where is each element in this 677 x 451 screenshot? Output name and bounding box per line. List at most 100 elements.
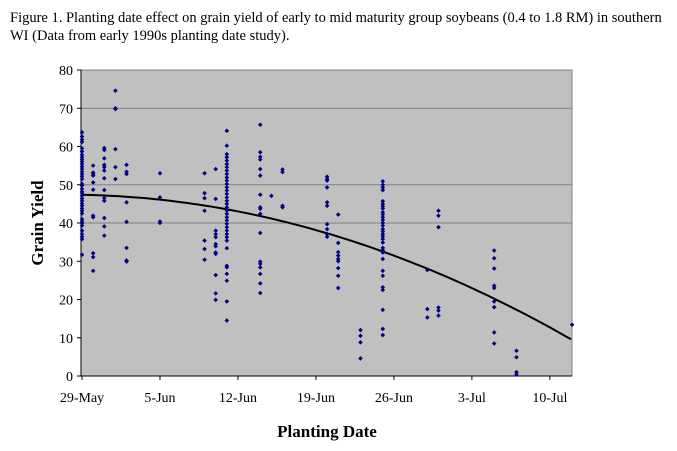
- data-point: [280, 167, 285, 172]
- data-point: [79, 161, 85, 167]
- data-point: [213, 231, 218, 237]
- data-point: [79, 236, 85, 242]
- data-point: [380, 268, 386, 274]
- data-point: [124, 162, 129, 168]
- data-point: [380, 236, 386, 242]
- data-point: [257, 230, 263, 236]
- data-point: [257, 290, 263, 296]
- data-point: [436, 313, 441, 318]
- data-point: [224, 231, 230, 237]
- data-point: [79, 193, 85, 198]
- data-point: [358, 327, 363, 333]
- data-point: [90, 187, 96, 193]
- data-point: [213, 196, 218, 202]
- data-point: [101, 175, 107, 181]
- data-point: [514, 372, 519, 377]
- data-point: [380, 206, 386, 211]
- data-point: [202, 195, 207, 201]
- data-point: [280, 205, 285, 210]
- data-point: [380, 256, 386, 262]
- data-point: [257, 271, 263, 277]
- data-point: [90, 163, 96, 168]
- data-point: [79, 198, 85, 204]
- y-axis-label: Grain Yield: [28, 180, 47, 266]
- data-point: [224, 228, 230, 233]
- data-point: [224, 238, 230, 243]
- data-point: [79, 166, 85, 172]
- data-point: [358, 340, 363, 345]
- data-point: [224, 245, 230, 251]
- data-point: [257, 211, 263, 217]
- data-point: [79, 208, 85, 214]
- data-point: [101, 164, 107, 170]
- data-point: [380, 240, 386, 245]
- data-point: [257, 206, 263, 212]
- data-point: [380, 229, 386, 234]
- data-point: [124, 259, 129, 264]
- data-point: [90, 250, 96, 256]
- data-point: [335, 258, 341, 264]
- data-point: [101, 195, 107, 201]
- x-tick-label: 3-Jul: [458, 391, 486, 406]
- data-point: [224, 318, 230, 323]
- data-point: [101, 215, 107, 221]
- data-point: [380, 214, 386, 220]
- data-point: [380, 220, 386, 226]
- data-point: [113, 164, 118, 170]
- data-point: [101, 187, 107, 193]
- data-point: [79, 130, 85, 135]
- data-point: [101, 198, 107, 204]
- data-point: [380, 284, 386, 290]
- data-point: [79, 176, 85, 182]
- data-point: [380, 273, 386, 279]
- data-point: [101, 147, 107, 153]
- data-point: [213, 244, 218, 249]
- data-point: [224, 171, 230, 177]
- data-point: [224, 168, 230, 173]
- data-point: [257, 157, 263, 162]
- data-point: [257, 166, 263, 172]
- data-point: [224, 161, 230, 167]
- data-point: [491, 304, 497, 310]
- y-tick-label: 60: [59, 141, 73, 156]
- data-point: [157, 195, 163, 200]
- data-point: [380, 307, 386, 313]
- data-point: [113, 88, 118, 93]
- data-point: [380, 326, 386, 332]
- x-tick-label: 10-Jul: [532, 391, 567, 406]
- data-point: [358, 333, 363, 339]
- data-point: [224, 214, 230, 220]
- data-point: [224, 191, 230, 197]
- data-point: [335, 285, 341, 291]
- data-point: [380, 198, 386, 204]
- data-point: [224, 175, 230, 180]
- data-point: [79, 134, 85, 139]
- data-point: [335, 240, 341, 246]
- data-point: [101, 233, 107, 238]
- data-point: [491, 299, 497, 304]
- data-point: [324, 178, 330, 183]
- figure-caption: Figure 1. Planting date effect on grain …: [10, 10, 662, 44]
- data-point: [436, 308, 441, 313]
- data-point: [224, 195, 230, 200]
- data-point: [224, 224, 230, 230]
- data-point: [124, 171, 129, 177]
- x-axis-label: Planting Date: [277, 422, 377, 441]
- data-point: [436, 224, 441, 230]
- y-tick-label: 10: [59, 332, 73, 347]
- data-point: [113, 176, 118, 182]
- data-point: [324, 234, 330, 240]
- data-point: [380, 287, 386, 293]
- data-point: [79, 231, 85, 237]
- data-point: [224, 278, 230, 284]
- data-point: [113, 146, 118, 152]
- y-tick-label: 0: [66, 370, 73, 385]
- data-point: [224, 218, 230, 223]
- data-point: [113, 106, 118, 112]
- data-point: [324, 185, 330, 190]
- data-point: [425, 306, 430, 312]
- data-point: [358, 356, 363, 361]
- data-point: [202, 170, 207, 176]
- data-point: [213, 228, 218, 233]
